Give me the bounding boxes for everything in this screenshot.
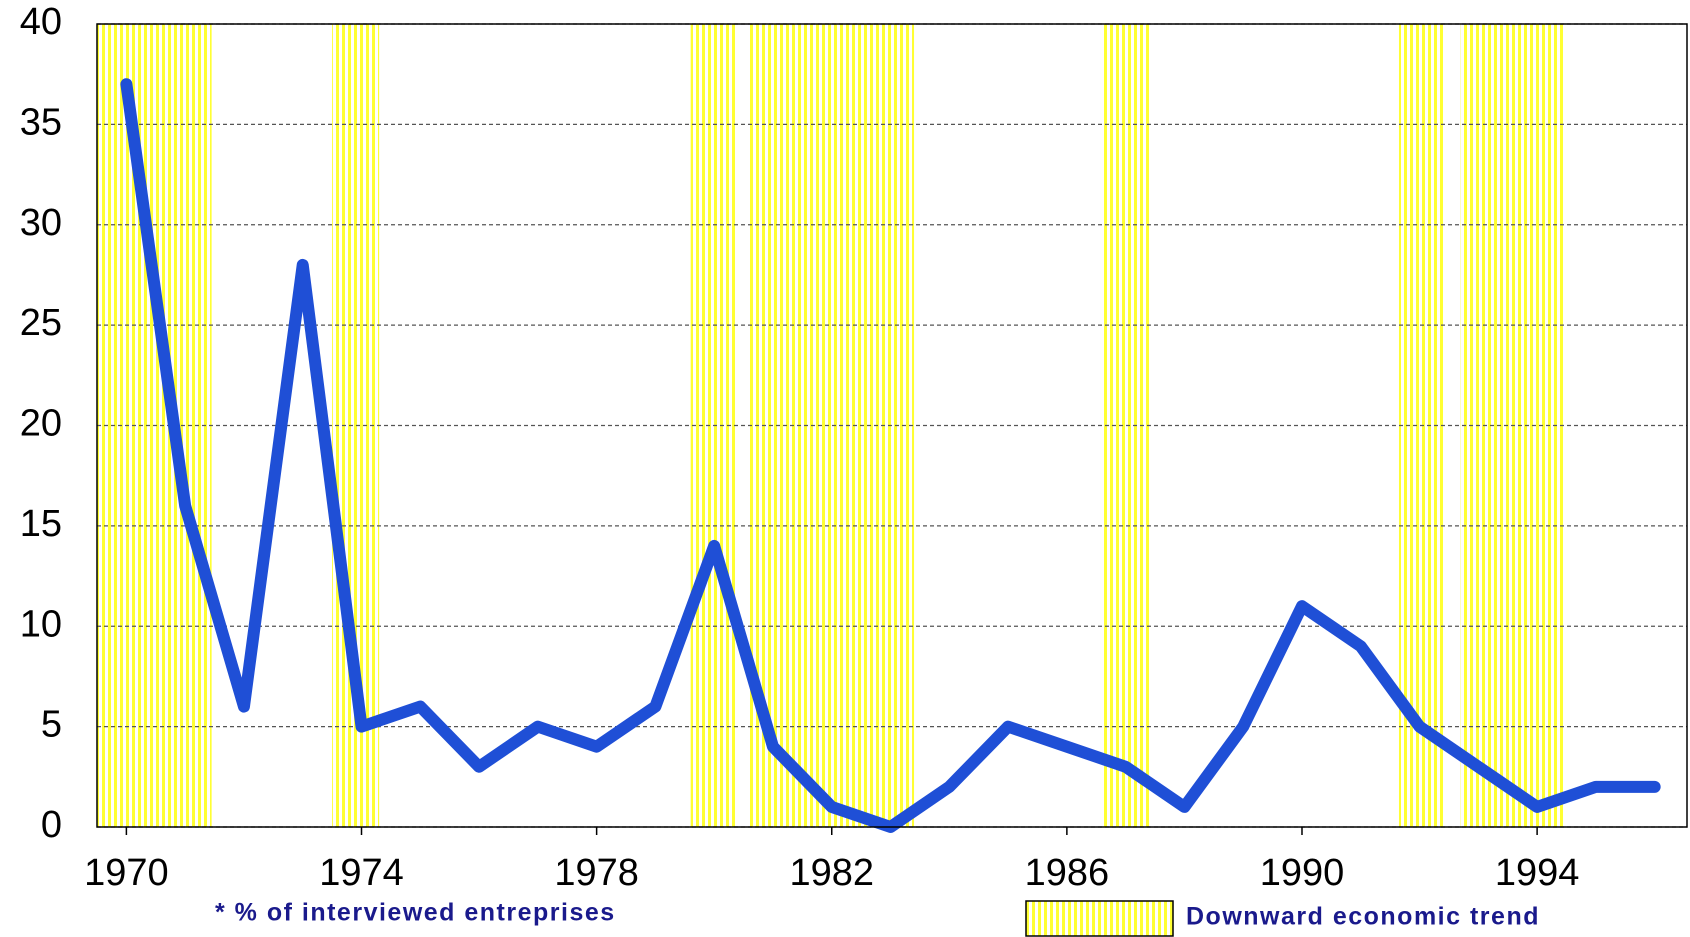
y-tick-label: 35 <box>20 101 62 143</box>
labels: 0 5 10 15 20 25 30 35 40 1970 1974 1978 1982 1986 1990… <box>20 1 1580 894</box>
x-tick-label: 1986 <box>1025 852 1110 894</box>
y-tick-label: 20 <box>20 403 62 445</box>
y-tick-label: 5 <box>41 704 62 746</box>
x-tick-label: 1974 <box>319 852 404 894</box>
y-tick-label: 30 <box>20 202 62 244</box>
plot-frame <box>96 23 1688 828</box>
y-tick-label: 10 <box>20 603 62 645</box>
x-tick-label: 1982 <box>789 852 874 894</box>
x-tick-label: 1970 <box>84 852 169 894</box>
y-tick-label: 25 <box>20 302 62 344</box>
y-tick-label: 0 <box>41 804 62 846</box>
legend-swatch <box>1025 900 1174 937</box>
y-tick-label: 40 <box>20 1 62 43</box>
legend-label: Downward economic trend <box>1186 903 1540 931</box>
footnote: * % of interviewed entreprises <box>215 899 616 927</box>
x-tick-label: 1994 <box>1495 852 1580 894</box>
y-tick-label: 15 <box>20 503 62 545</box>
bands <box>97 24 1564 827</box>
x-tick-label: 1990 <box>1260 852 1345 894</box>
x-tick-label: 1978 <box>554 852 639 894</box>
